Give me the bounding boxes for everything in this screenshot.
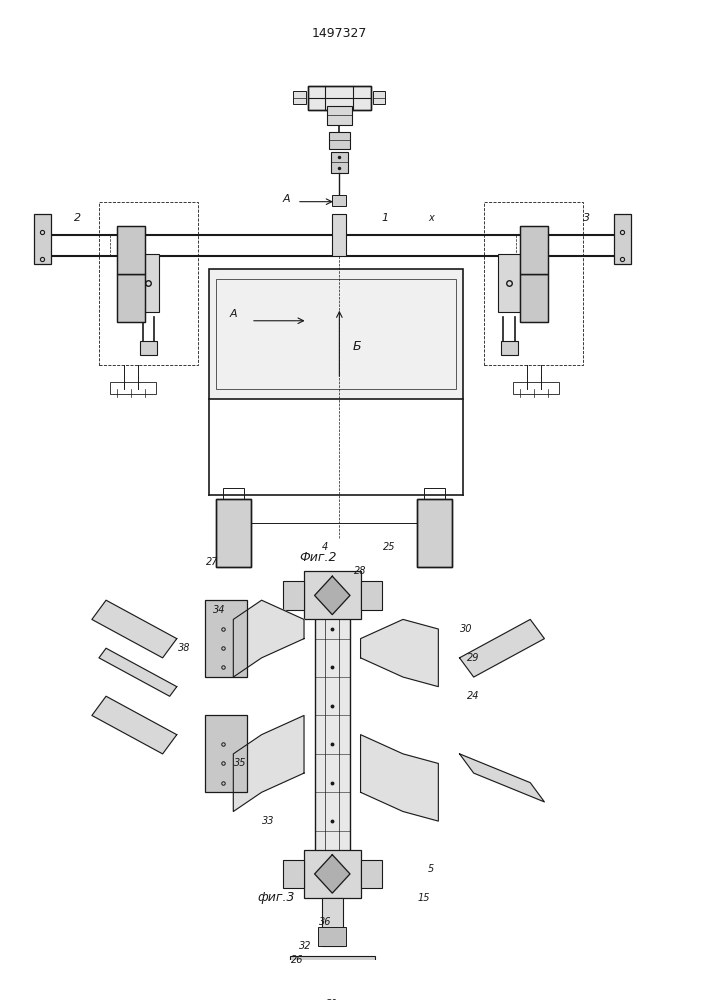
Text: 30: 30 <box>460 624 473 634</box>
Bar <box>110 382 156 394</box>
Bar <box>498 254 520 312</box>
Text: 27: 27 <box>206 557 218 567</box>
Bar <box>140 341 157 355</box>
Bar <box>216 279 456 389</box>
Text: Фиг.2: Фиг.2 <box>299 551 337 564</box>
Bar <box>417 499 452 567</box>
Polygon shape <box>361 619 438 687</box>
Bar <box>520 274 548 322</box>
Bar <box>424 488 445 499</box>
Text: фиг.3: фиг.3 <box>257 891 295 904</box>
Polygon shape <box>361 735 438 821</box>
Bar <box>513 382 559 394</box>
Text: х: х <box>428 213 434 223</box>
Text: А: А <box>229 309 237 319</box>
Text: 5: 5 <box>428 864 434 874</box>
Bar <box>304 571 361 619</box>
Bar <box>614 214 631 264</box>
Bar <box>293 91 306 104</box>
Bar <box>216 499 251 567</box>
Bar <box>216 499 251 567</box>
Bar <box>117 226 145 274</box>
Text: 26: 26 <box>291 955 303 965</box>
Bar <box>329 132 350 149</box>
Polygon shape <box>99 648 177 696</box>
Text: А: А <box>282 194 290 204</box>
Bar <box>318 927 346 946</box>
Bar <box>417 499 452 567</box>
Text: Б: Б <box>353 340 361 353</box>
Bar <box>308 86 371 110</box>
Text: 36: 36 <box>319 917 332 927</box>
Polygon shape <box>92 600 177 658</box>
Bar <box>117 274 145 322</box>
Bar <box>520 274 548 322</box>
Bar <box>520 226 548 274</box>
Bar <box>290 956 375 984</box>
Bar <box>99 202 198 365</box>
Text: 38: 38 <box>177 643 190 653</box>
Bar <box>34 214 51 264</box>
Bar <box>332 214 346 256</box>
Bar <box>361 581 382 610</box>
Text: 3: 3 <box>583 213 590 223</box>
Bar <box>327 106 352 125</box>
Polygon shape <box>315 576 350 615</box>
Bar <box>322 898 343 946</box>
Text: 15: 15 <box>418 893 431 903</box>
Bar <box>501 341 518 355</box>
Polygon shape <box>460 754 544 802</box>
Text: 29: 29 <box>467 653 480 663</box>
Polygon shape <box>92 696 177 754</box>
Bar <box>373 91 385 104</box>
Bar <box>332 195 346 206</box>
Bar <box>117 226 145 274</box>
Text: 35: 35 <box>234 758 247 768</box>
Text: 34: 34 <box>213 605 226 615</box>
Bar <box>283 581 304 610</box>
Polygon shape <box>233 600 304 677</box>
Bar <box>205 600 247 677</box>
Polygon shape <box>315 855 350 893</box>
Polygon shape <box>233 715 304 811</box>
Polygon shape <box>460 619 544 677</box>
Bar <box>304 850 361 898</box>
Text: 1497327: 1497327 <box>312 27 367 40</box>
Text: 4: 4 <box>322 542 328 552</box>
Bar <box>308 86 371 110</box>
Text: 25: 25 <box>382 542 395 552</box>
Text: 31: 31 <box>326 999 339 1000</box>
Text: 28: 28 <box>354 566 367 576</box>
Bar <box>484 202 583 365</box>
Text: 2: 2 <box>74 213 81 223</box>
Bar <box>315 600 350 869</box>
Text: 1: 1 <box>382 213 389 223</box>
Text: 24: 24 <box>467 691 480 701</box>
Bar <box>520 226 548 274</box>
Text: 32: 32 <box>298 941 311 951</box>
Bar <box>209 269 463 399</box>
Bar <box>205 715 247 792</box>
Text: 33: 33 <box>262 816 275 826</box>
Bar <box>361 860 382 888</box>
Bar <box>138 254 159 312</box>
Bar <box>283 860 304 888</box>
Bar <box>331 152 348 173</box>
Bar <box>117 274 145 322</box>
Bar <box>223 488 244 499</box>
